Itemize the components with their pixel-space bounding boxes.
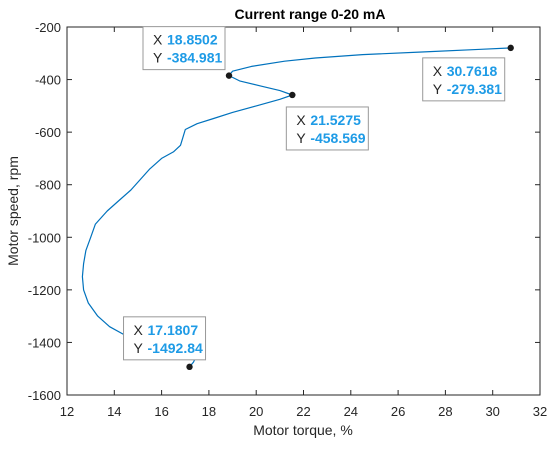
datatip-box: [285, 106, 369, 151]
datatip-marker[interactable]: [507, 44, 514, 52]
x-tick-label: 24: [344, 404, 358, 419]
y-tick-label: -1000: [28, 230, 61, 245]
datatip-y-key: Y: [153, 50, 163, 66]
datatip-box: [422, 57, 506, 102]
datatip-y-value: -279.381: [447, 81, 502, 97]
datatip-y-key: Y: [433, 81, 443, 97]
datatip-x-key: X: [296, 112, 306, 128]
datatip-x-value: 17.1807: [148, 322, 199, 338]
datatip-y-key: Y: [134, 340, 144, 356]
x-tick-label: 18: [202, 404, 216, 419]
datatip-y-value: -1492.84: [148, 340, 203, 356]
y-tick-label: -200: [35, 20, 61, 35]
plot-frame: [66, 26, 541, 396]
x-tick-label: 30: [485, 404, 499, 419]
y-tick-label: -1200: [28, 283, 61, 298]
x-axis-label: Motor torque, %: [253, 422, 353, 438]
y-tick-label: -800: [35, 178, 61, 193]
y-tick-label: -1400: [28, 335, 61, 350]
x-tick-label: 14: [107, 404, 121, 419]
datatip-box: [142, 26, 226, 71]
x-tick-label: 22: [296, 404, 310, 419]
datatip-x-value: 21.5275: [310, 112, 361, 128]
y-axis-label: Motor speed, rpm: [5, 156, 21, 266]
datatip-box: [123, 316, 207, 361]
datatip-x-key: X: [153, 32, 163, 48]
x-tick-label: 28: [438, 404, 452, 419]
x-tick-label: 16: [154, 404, 168, 419]
y-tick-label: -600: [35, 125, 61, 140]
datatip-x-key: X: [134, 322, 144, 338]
x-tick-label: 26: [391, 404, 405, 419]
tick-layer: 12 14 16 18 20 22 24 26 28 30 32 -200 -400 -600 -800 -1…: [28, 20, 547, 419]
x-tick-label: 32: [533, 404, 547, 419]
x-tick-label: 20: [249, 404, 263, 419]
datatip-y-value: -384.981: [167, 50, 222, 66]
datatip-x-value: 30.7618: [447, 63, 498, 79]
x-tick-label: 12: [60, 404, 74, 419]
datatip-x-key: X: [433, 63, 443, 79]
chart-title: Current range 0-20 mA: [235, 6, 386, 22]
datatip-x-value: 18.8502: [167, 32, 218, 48]
y-tick-label: -400: [35, 73, 61, 88]
datatip-marker[interactable]: [225, 72, 233, 79]
datatip-y-key: Y: [296, 130, 306, 146]
datatip-marker[interactable]: [186, 363, 193, 371]
y-tick-label: -1600: [28, 388, 61, 403]
datatip-y-value: -458.569: [310, 130, 365, 146]
datatip-marker[interactable]: [289, 91, 296, 99]
